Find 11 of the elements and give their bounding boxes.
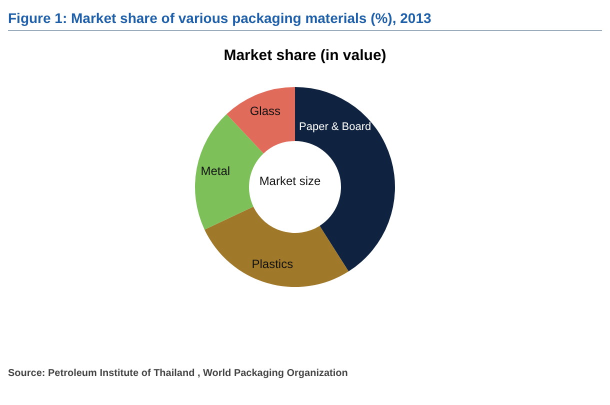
text: Market size: [259, 174, 321, 188]
donut-slice: [204, 206, 349, 287]
slice-label: Glass: [250, 104, 281, 118]
slice-label: Paper & Board: [299, 120, 372, 133]
donut-slice: [226, 87, 295, 154]
slice-label: Plastics: [252, 256, 294, 271]
chart-title: Figure 1: Market share of various packaging materials (%), 2013: [8, 8, 602, 31]
source-note: Source: Petroleum Institute of Thailand , World Packaging Organization: [8, 368, 348, 379]
donut-slice: [295, 87, 395, 272]
chart-subtitle: Market share (in value): [222, 47, 388, 64]
slice-label: Metal: [200, 164, 230, 178]
